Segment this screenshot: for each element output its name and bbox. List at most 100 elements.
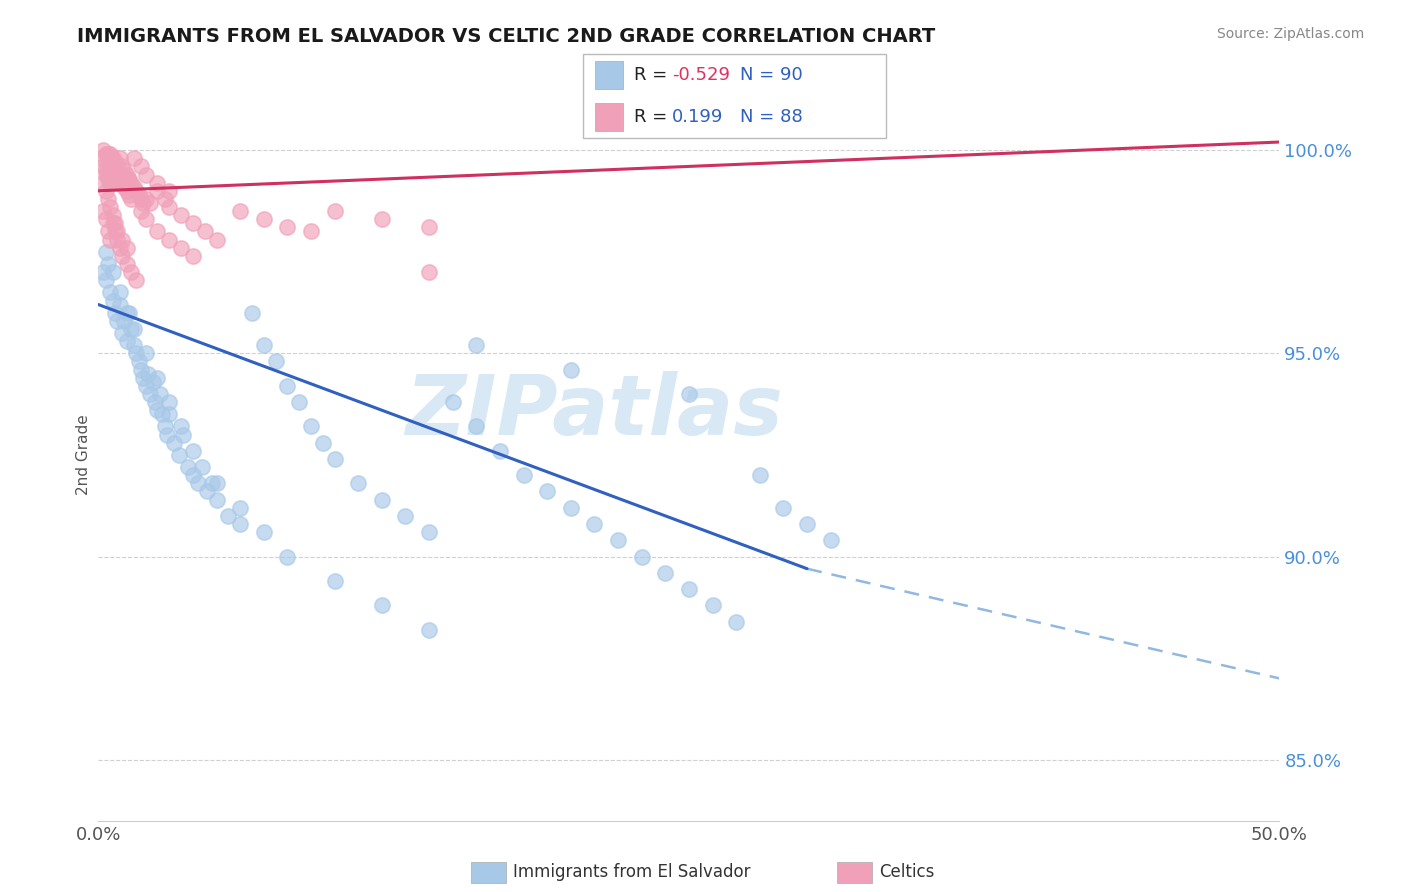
Point	[276, 220, 298, 235]
Point	[157, 233, 180, 247]
Point	[129, 204, 152, 219]
Point	[98, 147, 121, 161]
Point	[101, 293, 124, 308]
Point	[157, 407, 180, 421]
Point	[97, 224, 120, 238]
Point	[156, 427, 179, 442]
Point	[205, 233, 228, 247]
Point	[112, 163, 135, 178]
Point	[108, 168, 131, 182]
Point	[91, 143, 114, 157]
Point	[104, 224, 127, 238]
Point	[97, 192, 120, 206]
Point	[97, 171, 120, 186]
Point	[146, 224, 169, 238]
Point	[111, 326, 134, 340]
Point	[118, 187, 141, 202]
Point	[115, 184, 138, 198]
Point	[157, 395, 180, 409]
Text: N = 88: N = 88	[740, 108, 803, 126]
Point	[143, 395, 166, 409]
Point	[104, 306, 127, 320]
Point	[118, 306, 141, 320]
Point	[418, 265, 440, 279]
Point	[172, 427, 194, 442]
Point	[108, 285, 131, 300]
Point	[108, 241, 131, 255]
Point	[347, 476, 370, 491]
Point	[91, 176, 114, 190]
Point	[98, 163, 121, 178]
Point	[139, 387, 162, 401]
Point	[371, 599, 394, 613]
Point	[312, 435, 335, 450]
Point	[465, 419, 488, 434]
Point	[91, 204, 114, 219]
Text: R =: R =	[634, 66, 673, 84]
Point	[194, 224, 217, 238]
Point	[146, 403, 169, 417]
Point	[678, 387, 700, 401]
Point	[157, 200, 180, 214]
Point	[101, 208, 124, 222]
Point	[105, 160, 128, 174]
Point	[125, 184, 148, 198]
Point	[112, 179, 135, 194]
Point	[115, 334, 138, 348]
Point	[146, 176, 169, 190]
Point	[101, 168, 124, 182]
Point	[94, 168, 117, 182]
Point	[111, 176, 134, 190]
Point	[149, 387, 172, 401]
Point	[163, 435, 186, 450]
Point	[94, 244, 117, 259]
Point	[129, 192, 152, 206]
Point	[135, 168, 157, 182]
Point	[323, 452, 346, 467]
Point	[253, 525, 276, 540]
Point	[125, 273, 148, 287]
Point	[111, 233, 134, 247]
Point	[98, 176, 121, 190]
Point	[135, 212, 157, 227]
Point	[240, 306, 263, 320]
Point	[135, 379, 157, 393]
Point	[418, 220, 440, 235]
Point	[187, 476, 209, 491]
Point	[94, 212, 117, 227]
Point	[489, 443, 512, 458]
Point	[195, 484, 218, 499]
Point	[122, 322, 145, 336]
Point	[205, 492, 228, 507]
Point	[122, 338, 145, 352]
Point	[654, 566, 676, 580]
Point	[136, 367, 159, 381]
Point	[371, 492, 394, 507]
Point	[94, 184, 117, 198]
Point	[108, 151, 131, 165]
Point	[191, 460, 214, 475]
Point	[105, 233, 128, 247]
Point	[371, 212, 394, 227]
Point	[142, 375, 165, 389]
Point	[97, 147, 120, 161]
Point	[512, 468, 534, 483]
Point	[630, 549, 652, 564]
Point	[135, 192, 157, 206]
Point	[90, 151, 112, 165]
Text: Source: ZipAtlas.com: Source: ZipAtlas.com	[1216, 27, 1364, 41]
Point	[104, 216, 127, 230]
Point	[135, 346, 157, 360]
Point	[181, 443, 204, 458]
Point	[121, 192, 143, 206]
Point	[122, 151, 145, 165]
Text: 0.199: 0.199	[672, 108, 724, 126]
Text: N = 90: N = 90	[740, 66, 803, 84]
Point	[725, 615, 748, 629]
Point	[702, 599, 724, 613]
Point	[229, 204, 252, 219]
Point	[91, 265, 114, 279]
Point	[583, 516, 606, 531]
Point	[105, 176, 128, 190]
Point	[170, 208, 193, 222]
